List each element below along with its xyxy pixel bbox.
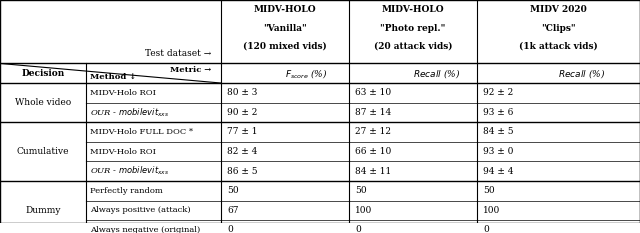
Text: 63 ± 10: 63 ± 10 bbox=[355, 88, 391, 97]
Text: 82 ± 4: 82 ± 4 bbox=[227, 147, 257, 156]
Text: 100: 100 bbox=[355, 206, 372, 215]
Text: 66 ± 10: 66 ± 10 bbox=[355, 147, 392, 156]
Text: 93 ± 6: 93 ± 6 bbox=[483, 108, 513, 117]
Text: Metric →: Metric → bbox=[170, 66, 211, 74]
Text: MIDV-Holo ROI: MIDV-Holo ROI bbox=[90, 89, 156, 97]
Text: 93 ± 0: 93 ± 0 bbox=[483, 147, 513, 156]
Text: 0: 0 bbox=[355, 225, 361, 233]
Text: Dummy: Dummy bbox=[26, 206, 61, 215]
Text: 86 ± 5: 86 ± 5 bbox=[227, 167, 258, 176]
Text: MIDV 2020: MIDV 2020 bbox=[530, 5, 587, 14]
Text: $F_{score}$ (%): $F_{score}$ (%) bbox=[285, 67, 327, 80]
Text: 87 ± 14: 87 ± 14 bbox=[355, 108, 392, 117]
Text: MIDV-Holo ROI: MIDV-Holo ROI bbox=[90, 147, 156, 156]
Text: 84 ± 11: 84 ± 11 bbox=[355, 167, 392, 176]
Text: Method ↓: Method ↓ bbox=[90, 73, 136, 81]
Text: (120 mixed vids): (120 mixed vids) bbox=[243, 42, 326, 51]
Text: Whole video: Whole video bbox=[15, 98, 71, 107]
Text: $Recall$ (%): $Recall$ (%) bbox=[413, 67, 460, 80]
Text: 100: 100 bbox=[483, 206, 500, 215]
Text: 50: 50 bbox=[355, 186, 367, 195]
Text: 84 ± 5: 84 ± 5 bbox=[483, 127, 514, 137]
Text: 0: 0 bbox=[483, 225, 489, 233]
Text: Perfectly random: Perfectly random bbox=[90, 187, 163, 195]
Text: "Photo repl.": "Photo repl." bbox=[380, 24, 445, 33]
Text: 0: 0 bbox=[227, 225, 233, 233]
Text: Cumulative: Cumulative bbox=[17, 147, 70, 156]
Text: "Clips": "Clips" bbox=[541, 24, 576, 33]
Text: Decision: Decision bbox=[22, 69, 65, 78]
Text: Test dataset →: Test dataset → bbox=[145, 49, 211, 58]
Text: "Vanilla": "Vanilla" bbox=[263, 24, 307, 33]
Text: 90 ± 2: 90 ± 2 bbox=[227, 108, 257, 117]
Text: 67: 67 bbox=[227, 206, 239, 215]
Text: Always negative (original): Always negative (original) bbox=[90, 226, 200, 233]
Text: 77 ± 1: 77 ± 1 bbox=[227, 127, 258, 137]
Text: 92 ± 2: 92 ± 2 bbox=[483, 88, 513, 97]
Text: 94 ± 4: 94 ± 4 bbox=[483, 167, 514, 176]
Text: $Recall$ (%): $Recall$ (%) bbox=[559, 67, 605, 80]
Text: 50: 50 bbox=[227, 186, 239, 195]
Text: OUR - $mobilevit_{xxs}$: OUR - $mobilevit_{xxs}$ bbox=[90, 106, 169, 119]
Text: MIDV-HOLO: MIDV-HOLO bbox=[381, 5, 444, 14]
Text: MIDV-Holo FULL DOC *: MIDV-Holo FULL DOC * bbox=[90, 128, 193, 136]
Text: 80 ± 3: 80 ± 3 bbox=[227, 88, 257, 97]
Text: (1k attack vids): (1k attack vids) bbox=[519, 42, 598, 51]
Text: 27 ± 12: 27 ± 12 bbox=[355, 127, 391, 137]
Text: Always positive (attack): Always positive (attack) bbox=[90, 206, 190, 214]
Text: OUR - $mobilevit_{xxs}$: OUR - $mobilevit_{xxs}$ bbox=[90, 165, 169, 177]
Text: MIDV-HOLO: MIDV-HOLO bbox=[253, 5, 316, 14]
Text: (20 attack vids): (20 attack vids) bbox=[374, 42, 452, 51]
Text: 50: 50 bbox=[483, 186, 495, 195]
